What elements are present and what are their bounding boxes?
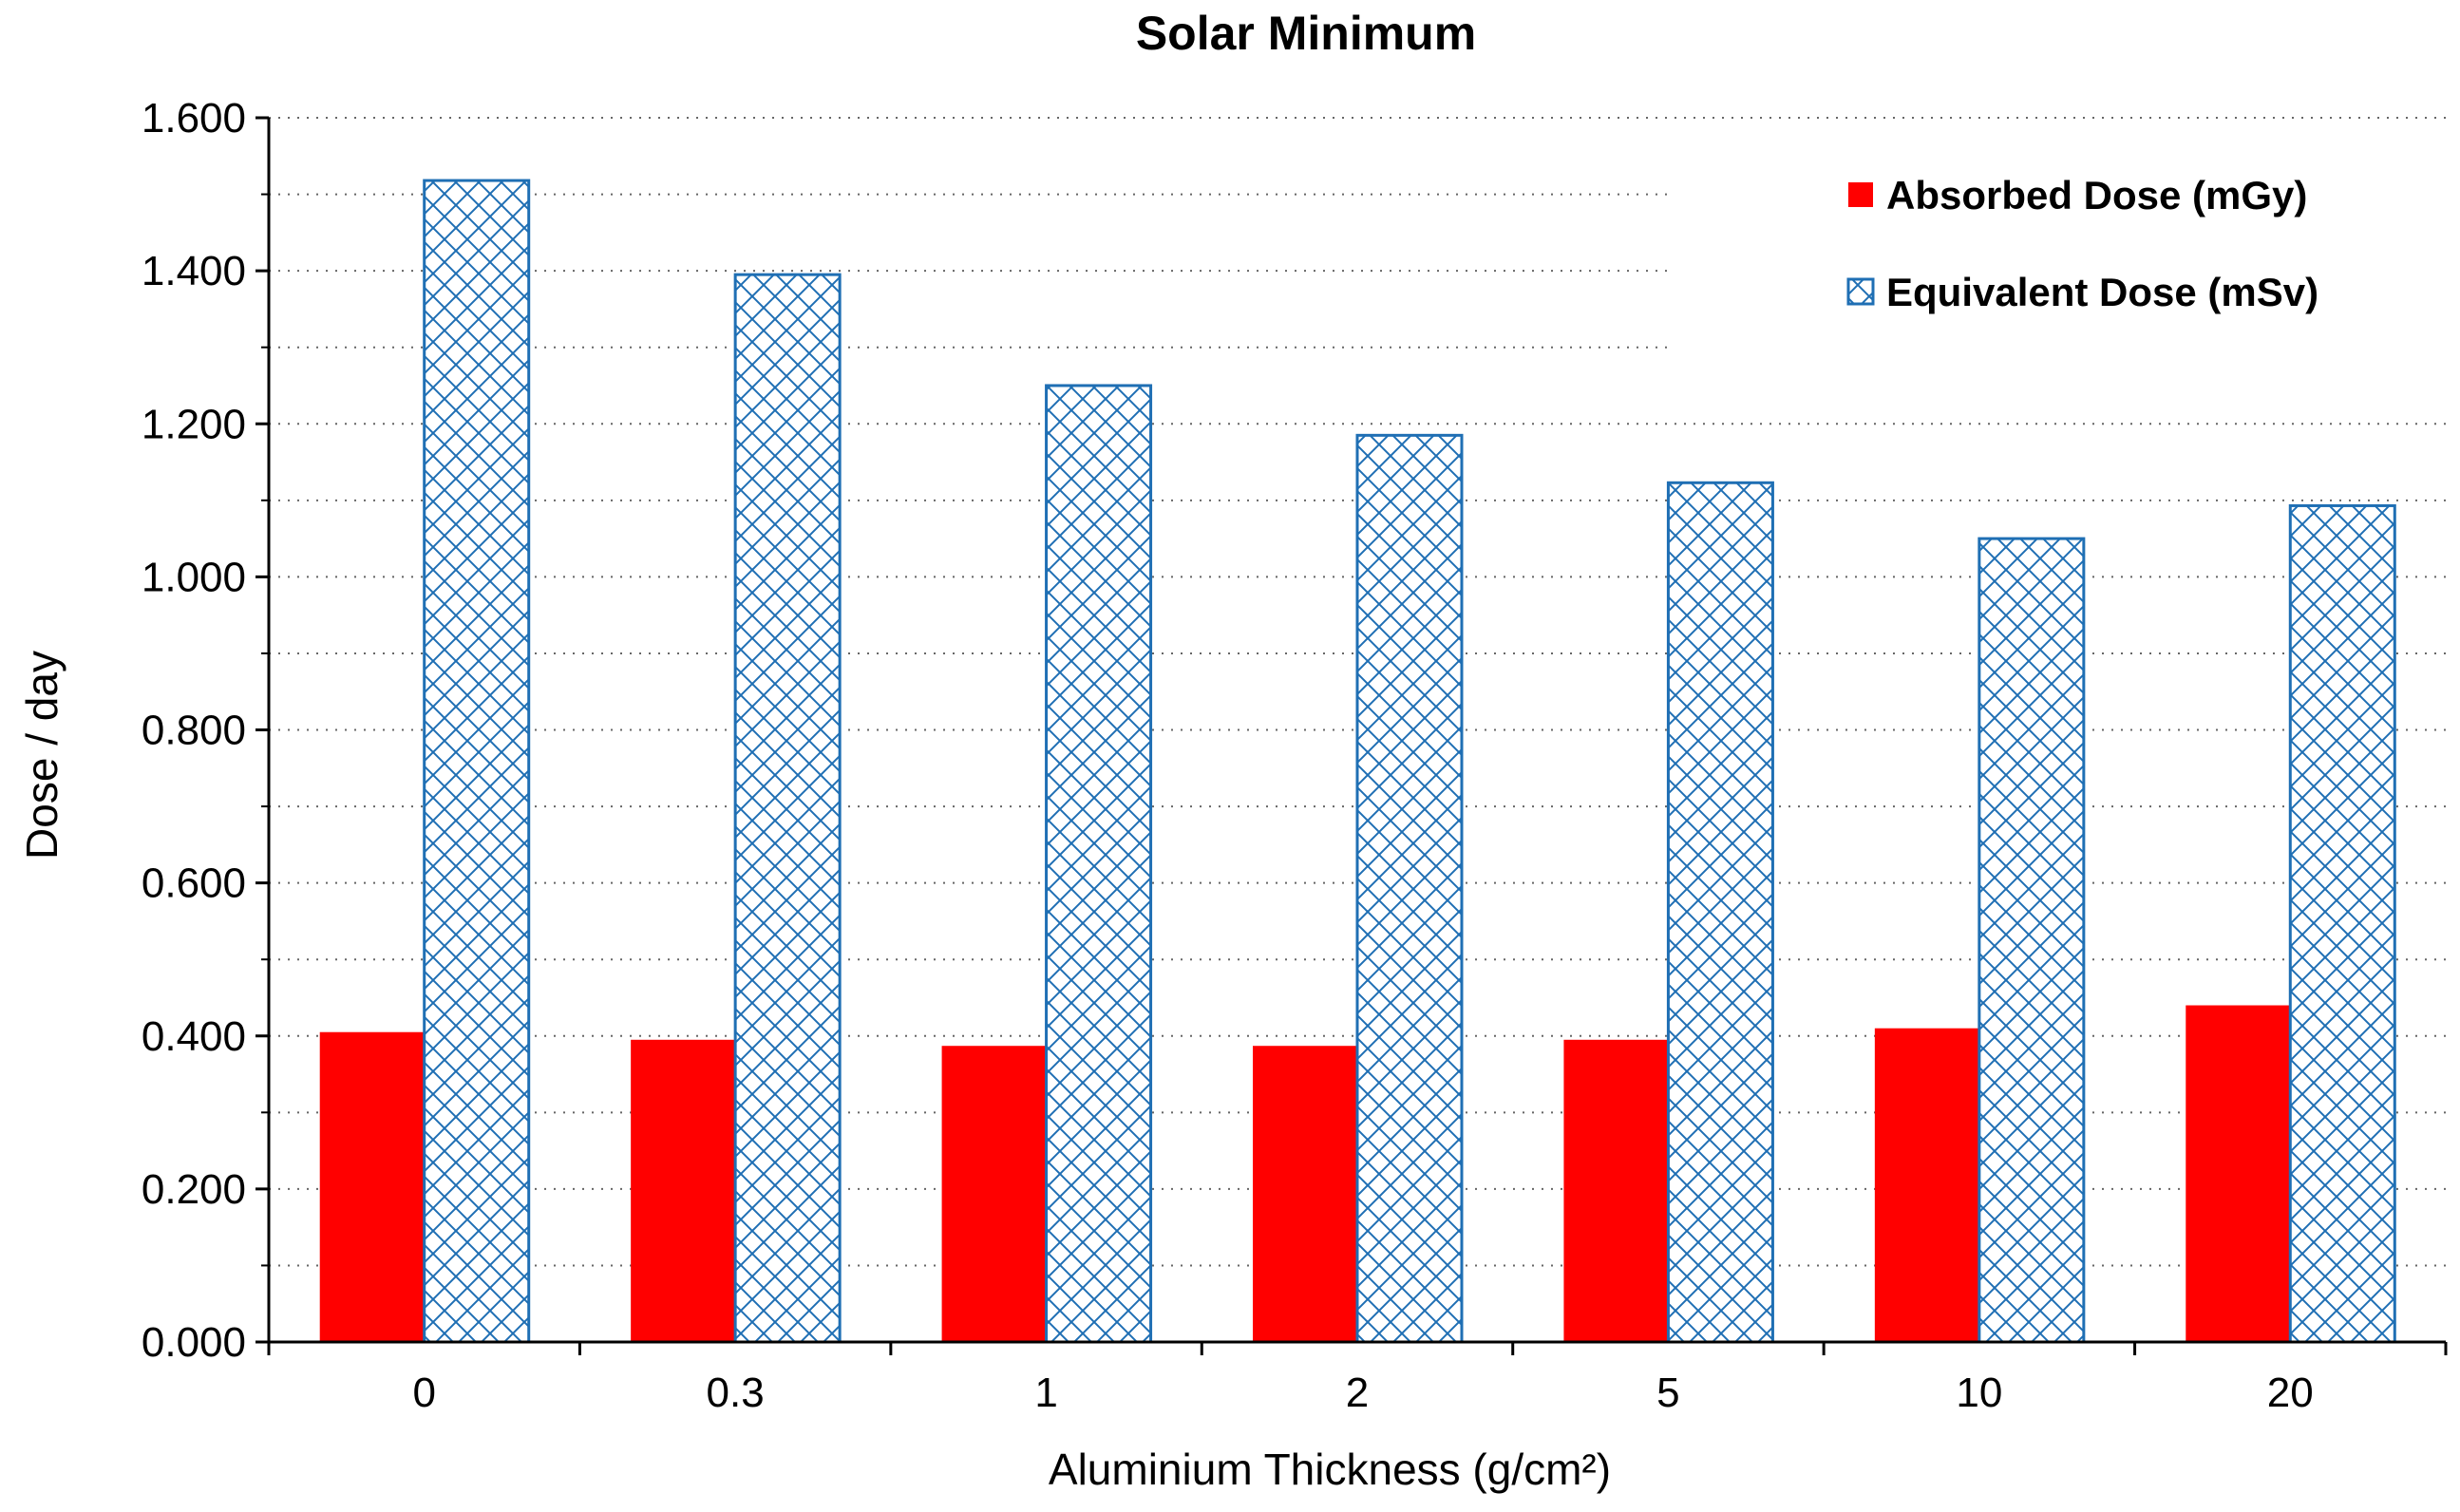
y-axis-label: Dose / day	[17, 651, 66, 860]
bars	[319, 179, 2396, 1344]
legend-swatch-equivalent-dose	[1846, 277, 1875, 306]
y-tick-label: 0.000	[142, 1319, 246, 1366]
bar-equivalent-dose	[423, 179, 531, 1344]
bar-absorbed-dose	[1253, 1046, 1357, 1342]
bar-absorbed-dose	[2186, 1005, 2291, 1342]
legend: Absorbed Dose (mGy) Equivalent Dose (mSv)	[1846, 173, 2318, 314]
y-tick-label: 1.600	[142, 95, 246, 142]
bar-equivalent-dose	[733, 273, 842, 1344]
legend-swatch-absorbed-dose	[1848, 182, 1873, 207]
y-tick-label: 1.000	[142, 554, 246, 600]
axes: 0.000 0.200 0.400 0.600 0.800 1.000 1.200 1.400…	[142, 95, 2448, 1416]
bar-equivalent-dose	[1977, 537, 2086, 1344]
bar-absorbed-dose	[1563, 1039, 1669, 1342]
x-tick-label: 10	[1956, 1370, 2002, 1416]
y-tick-label: 0.800	[142, 708, 246, 754]
legend-label: Equivalent Dose (mSv)	[1886, 270, 2318, 314]
x-tick-label: 5	[1656, 1370, 1679, 1416]
x-tick-label: 0.3	[707, 1370, 765, 1416]
x-tick-label: 2	[1346, 1370, 1369, 1416]
legend-label: Absorbed Dose (mGy)	[1886, 173, 2307, 217]
bar-absorbed-dose	[1874, 1028, 1979, 1342]
y-tick-label: 0.600	[142, 860, 246, 907]
chart-title: Solar Minimum	[1136, 7, 1476, 60]
y-tick-label: 1.200	[142, 401, 246, 447]
x-axis-label: Aluminium Thickness (g/cm²)	[1049, 1445, 1611, 1494]
bar-absorbed-dose	[941, 1046, 1047, 1342]
x-tick-label: 1	[1034, 1370, 1057, 1416]
bar-absorbed-dose	[319, 1031, 425, 1342]
bar-absorbed-dose	[631, 1039, 736, 1342]
x-tick-label: 20	[2267, 1370, 2314, 1416]
bar-equivalent-dose	[1666, 481, 1774, 1344]
bar-equivalent-dose	[2288, 503, 2396, 1344]
y-tick-label: 0.400	[142, 1013, 246, 1060]
bar-equivalent-dose	[1045, 384, 1153, 1344]
x-tick-label: 0	[412, 1370, 435, 1416]
y-tick-label: 0.200	[142, 1166, 246, 1213]
y-tick-label: 1.400	[142, 248, 246, 294]
bar-equivalent-dose	[1355, 433, 1464, 1344]
